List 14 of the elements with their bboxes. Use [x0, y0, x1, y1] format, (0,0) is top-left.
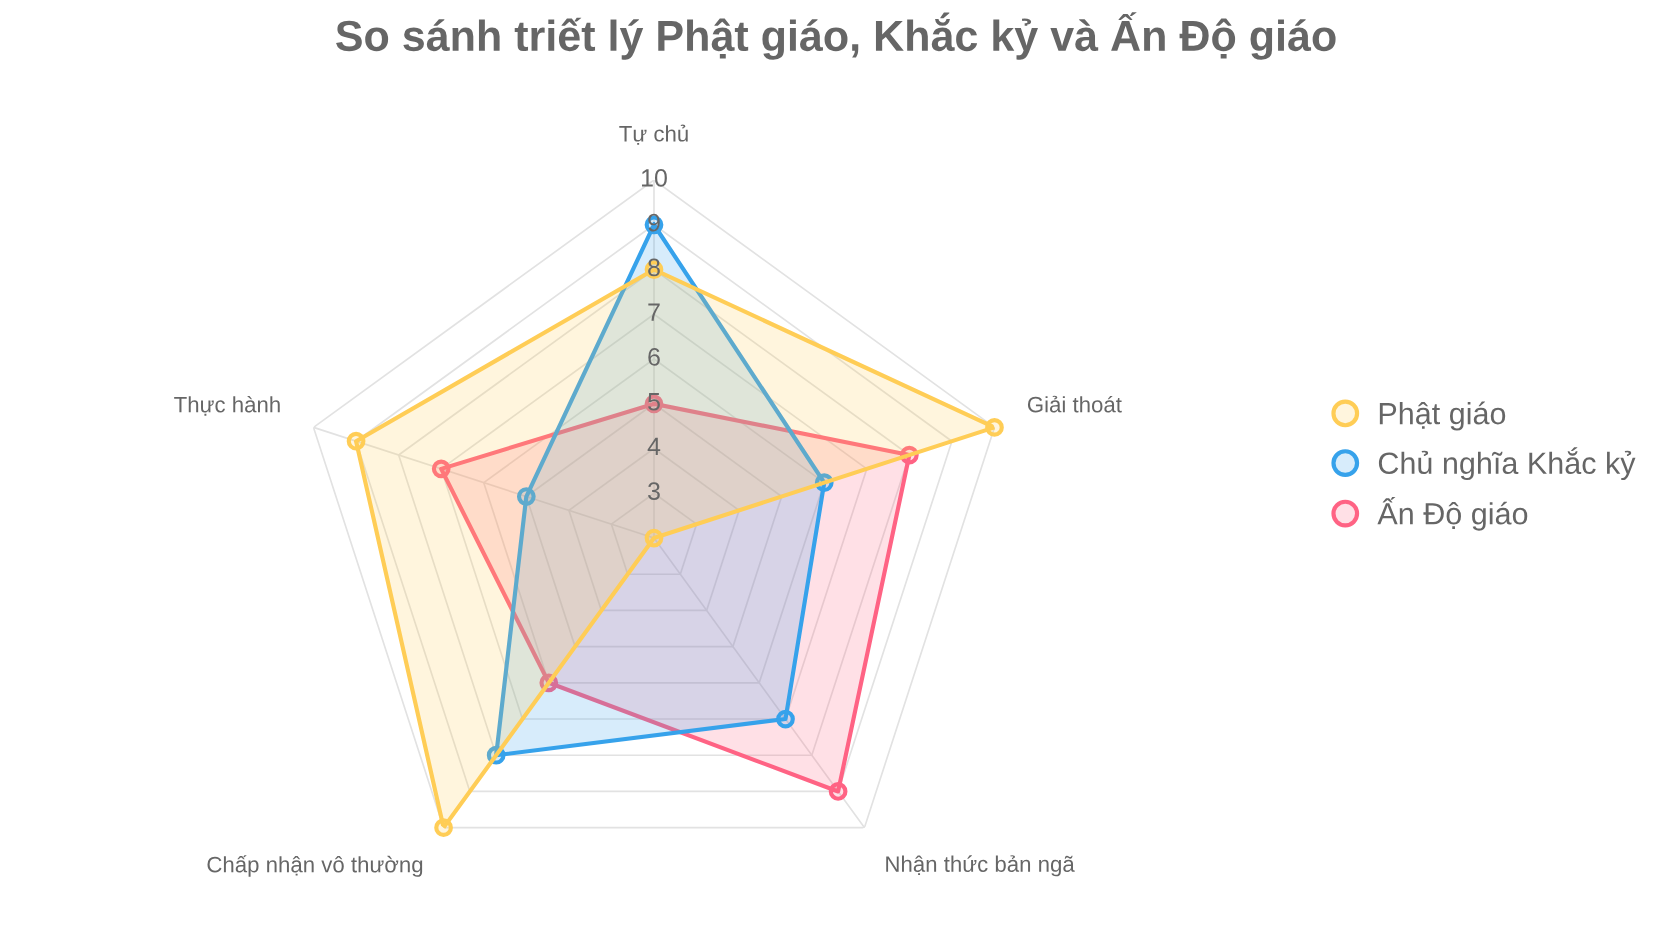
spoke-label: Nhận thức bản ngã [886, 855, 1075, 877]
legend-label: Phật giáo [1379, 401, 1506, 431]
legend-label: Ấn Độ giáo [1377, 496, 1528, 531]
spoke-label: Thực hành [174, 395, 280, 416]
y-tick-label: 3 [648, 482, 660, 500]
y-tick-label: 7 [648, 303, 660, 321]
y-tick-label: 10 [642, 169, 667, 187]
spoke-label: Giải thoát [1027, 395, 1122, 413]
chart-title: So sánh triết lý Phật giáo, Khắc kỷ và Ấn Độ giáo [336, 12, 1336, 60]
y-tick-label: 6 [648, 348, 660, 366]
y-tick-label: 4 [647, 437, 661, 455]
spoke-label: Chấp nhận vô thường [207, 855, 423, 877]
spoke-label: Tự chủ [619, 124, 688, 145]
legend-label: Chủ nghĩa Khắc kỷ [1378, 447, 1636, 481]
